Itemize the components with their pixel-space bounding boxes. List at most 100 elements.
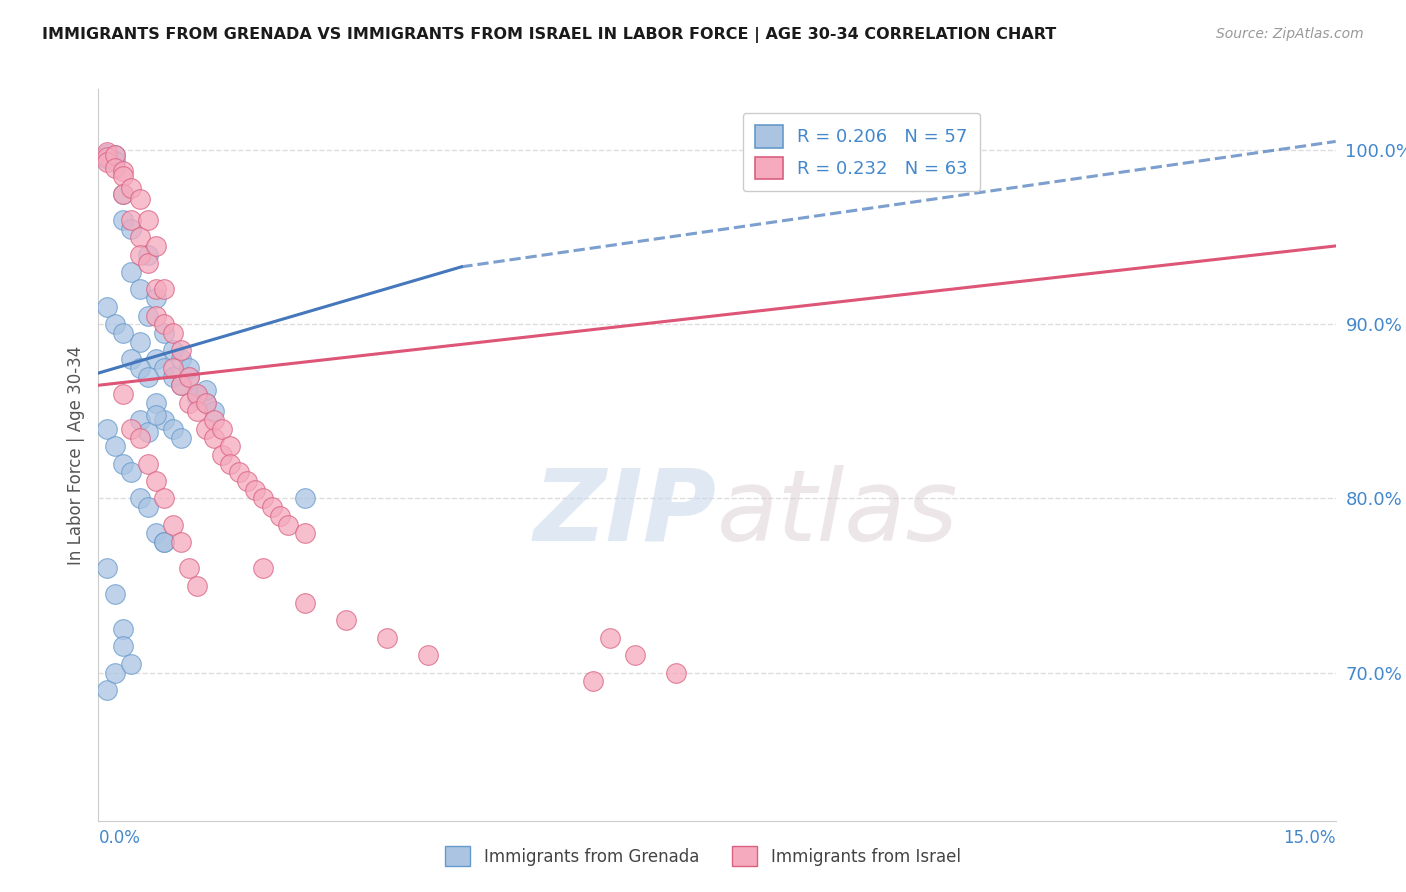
Point — [260, 500, 283, 515]
Point — [104, 587, 127, 601]
Point — [170, 430, 193, 444]
Point — [120, 221, 142, 235]
Point — [145, 395, 167, 409]
Point — [162, 343, 184, 358]
Point — [219, 457, 242, 471]
Point — [112, 169, 135, 184]
Point — [179, 369, 201, 384]
Point — [162, 369, 184, 384]
Point — [104, 318, 127, 332]
Point — [269, 508, 291, 523]
Point — [252, 491, 274, 506]
Text: IMMIGRANTS FROM GRENADA VS IMMIGRANTS FROM ISRAEL IN LABOR FORCE | AGE 30-34 COR: IMMIGRANTS FROM GRENADA VS IMMIGRANTS FR… — [42, 27, 1056, 43]
Point — [104, 148, 127, 162]
Point — [335, 613, 357, 627]
Text: atlas: atlas — [717, 465, 959, 562]
Point — [128, 283, 150, 297]
Point — [112, 457, 135, 471]
Point — [96, 683, 118, 698]
Point — [112, 212, 135, 227]
Point — [112, 640, 135, 654]
Point — [128, 413, 150, 427]
Point — [202, 430, 225, 444]
Point — [145, 239, 167, 253]
Point — [153, 326, 176, 340]
Point — [623, 648, 645, 663]
Point — [153, 413, 176, 427]
Point — [136, 425, 159, 440]
Point — [145, 291, 167, 305]
Y-axis label: In Labor Force | Age 30-34: In Labor Force | Age 30-34 — [66, 345, 84, 565]
Point — [136, 457, 159, 471]
Point — [96, 561, 118, 575]
Point — [162, 360, 184, 375]
Point — [145, 352, 167, 367]
Point — [179, 561, 201, 575]
Point — [186, 387, 208, 401]
Point — [170, 378, 193, 392]
Point — [294, 491, 316, 506]
Point — [170, 535, 193, 549]
Point — [194, 395, 217, 409]
Point — [252, 561, 274, 575]
Point — [120, 212, 142, 227]
Point — [153, 491, 176, 506]
Point — [153, 360, 176, 375]
Point — [145, 408, 167, 422]
Point — [170, 343, 193, 358]
Point — [162, 326, 184, 340]
Point — [202, 404, 225, 418]
Point — [236, 474, 259, 488]
Point — [112, 186, 135, 201]
Point — [136, 500, 159, 515]
Point — [219, 439, 242, 453]
Point — [112, 387, 135, 401]
Point — [120, 466, 142, 480]
Point — [162, 422, 184, 436]
Point — [96, 150, 118, 164]
Point — [145, 526, 167, 541]
Point — [294, 596, 316, 610]
Point — [136, 247, 159, 261]
Point — [375, 631, 398, 645]
Point — [186, 387, 208, 401]
Point — [211, 422, 233, 436]
Point — [128, 192, 150, 206]
Point — [179, 395, 201, 409]
Point — [104, 153, 127, 168]
Point — [170, 352, 193, 367]
Point — [294, 526, 316, 541]
Point — [112, 164, 135, 178]
Point — [145, 309, 167, 323]
Point — [120, 181, 142, 195]
Point — [194, 384, 217, 398]
Point — [104, 148, 127, 162]
Point — [128, 491, 150, 506]
Text: ZIP: ZIP — [534, 465, 717, 562]
Point — [145, 474, 167, 488]
Point — [179, 369, 201, 384]
Point — [665, 665, 688, 680]
Point — [243, 483, 266, 497]
Point — [277, 517, 299, 532]
Point — [96, 146, 118, 161]
Text: 15.0%: 15.0% — [1284, 830, 1336, 847]
Point — [153, 535, 176, 549]
Point — [128, 360, 150, 375]
Point — [153, 535, 176, 549]
Point — [104, 665, 127, 680]
Point — [418, 648, 440, 663]
Point — [228, 466, 250, 480]
Point — [128, 230, 150, 244]
Point — [153, 283, 176, 297]
Point — [136, 369, 159, 384]
Point — [136, 256, 159, 270]
Point — [120, 265, 142, 279]
Point — [186, 578, 208, 592]
Point — [96, 422, 118, 436]
Point — [96, 300, 118, 314]
Point — [170, 378, 193, 392]
Point — [128, 247, 150, 261]
Point — [582, 674, 605, 689]
Text: 0.0%: 0.0% — [98, 830, 141, 847]
